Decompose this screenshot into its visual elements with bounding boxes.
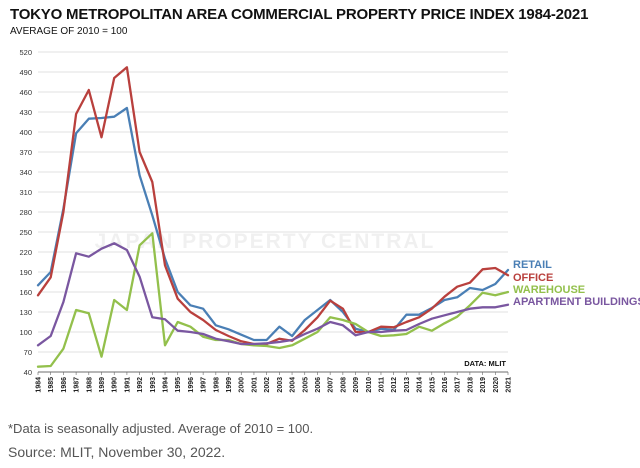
x-tick-label: 2005 [302,377,309,393]
legend-entry: WAREHOUSE [513,284,585,296]
x-tick-label: 1995 [175,377,182,393]
x-tick-label: 2020 [493,377,500,393]
y-tick-label: 70 [24,348,32,357]
x-tick-label: 2018 [467,377,474,393]
x-tick-label: 2011 [378,377,385,392]
x-tick-label: 1987 [74,377,81,393]
x-tick-label: 2019 [480,377,487,393]
x-tick-label: 2017 [455,377,462,393]
chart-title: TOKYO METROPOLITAN AREA COMMERCIAL PROPE… [10,6,589,23]
x-tick-label: 2008 [340,377,347,393]
y-tick-label: 460 [19,88,32,97]
source-caption: Source: MLIT, November 30, 2022. [8,444,226,460]
x-tick-label: 2000 [239,377,246,393]
x-tick-label: 2006 [315,377,322,393]
y-tick-label: 250 [19,228,32,237]
legend-entry: OFFICE [513,272,553,284]
y-tick-label: 490 [19,68,32,77]
y-tick-label: 40 [24,368,32,377]
x-tick-label: 2009 [353,377,360,393]
y-tick-label: 520 [19,48,32,57]
x-tick-label: 2015 [429,377,436,393]
series-line-retail [36,106,510,342]
series-line-apartment-buildings [36,242,510,347]
x-tick-label: 1998 [213,377,220,393]
y-tick-label: 340 [19,168,32,177]
x-tick-label: 2007 [328,377,335,393]
x-tick-label: 1993 [150,377,157,393]
y-tick-label: 370 [19,148,32,157]
x-tick-label: 1984 [36,377,43,393]
y-tick-label: 190 [19,268,32,277]
y-tick-label: 400 [19,128,32,137]
x-tick-label: 2012 [391,377,398,393]
x-tick-label: 2001 [251,377,258,393]
x-tick-label: 2002 [264,377,271,393]
watermark: JAPAN PROPERTY CENTRAL [95,230,436,253]
x-tick-label: 2021 [506,377,513,393]
x-tick-label: 2003 [277,377,284,393]
x-tick-label: 2013 [404,377,411,393]
y-tick-label: 100 [19,328,32,337]
y-tick-label: 160 [19,288,32,297]
x-tick-label: 1989 [99,377,106,393]
x-tick-label: 1996 [188,377,195,393]
legend-entry: RETAIL [513,259,552,271]
x-tick-label: 1985 [48,377,55,393]
x-tick-label: 1986 [61,377,68,393]
legend-entry: APARTMENT BUILDINGS [513,296,640,308]
x-tick-label: 1990 [112,377,119,393]
y-tick-label: 280 [19,208,32,217]
x-tick-label: 1988 [86,377,93,393]
x-tick-label: 2016 [442,377,449,393]
y-tick-label: 430 [19,108,32,117]
x-tick-label: 2014 [417,377,424,393]
chart: TOKYO METROPOLITAN AREA COMMERCIAL PROPE… [10,6,640,393]
y-tick-label: 130 [19,308,32,317]
series-line-office [36,66,510,346]
chart-canvas: 40 70 100 130 160 190 220 250 280 310 340 370 400 430… [19,48,640,393]
x-tick-label: 1994 [163,377,170,393]
x-tick-label: 1992 [137,377,144,393]
x-tick-label: 1997 [201,377,208,393]
footnote: *Data is seasonally adjusted. Average of… [8,421,314,436]
x-tick-label: 2010 [366,377,373,393]
y-tick-label: 220 [19,248,32,257]
y-tick-label: 310 [19,188,32,197]
data-source-label: DATA: MLIT [464,359,506,368]
x-tick-label: 1999 [226,377,233,393]
x-tick-label: 2004 [290,377,297,393]
x-tick-label: 1991 [124,377,131,393]
chart-subtitle: AVERAGE OF 2010 = 100 [10,26,128,37]
series-line-warehouse [36,232,510,368]
